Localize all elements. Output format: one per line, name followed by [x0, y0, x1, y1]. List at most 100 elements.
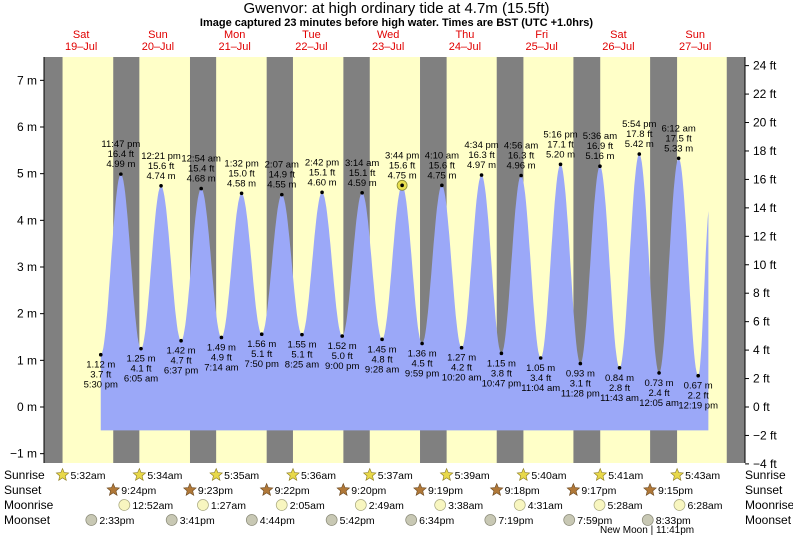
sunrise-icon	[132, 467, 147, 481]
low-tide-time: 6:37 pm	[164, 366, 198, 377]
low-tide-metres: 0.73 m	[645, 378, 674, 389]
sunrise-time: 5:39am	[455, 470, 490, 482]
moonrise-icon	[275, 499, 288, 511]
low-tide-feet: 4.8 ft	[372, 354, 393, 365]
sunrise-time: 5:32am	[70, 470, 105, 482]
left-tick-label: 5 m	[17, 167, 37, 181]
left-tick-label: 1 m	[17, 353, 37, 367]
right-tick-label: 12 ft	[753, 229, 777, 243]
moonrise-icon	[513, 499, 526, 511]
low-tide-point	[340, 334, 345, 338]
high-tide-metres: 5.16 m	[585, 151, 614, 162]
high-tide-time: 11:47 pm	[101, 139, 140, 150]
moonrise-icon	[118, 499, 131, 511]
sunset-time: 9:24pm	[121, 485, 156, 497]
high-tide-metres: 4.55 m	[267, 180, 296, 191]
high-tide-feet: 15.6 ft	[389, 160, 416, 171]
chart-title: Gwenvor: at high ordinary tide at 4.7m (…	[243, 0, 550, 17]
low-tide-metres: 1.36 m	[408, 349, 437, 360]
left-tick-label: 3 m	[17, 260, 37, 274]
low-tide-feet: 5.1 ft	[291, 350, 312, 361]
high-tide-metres: 4.58 m	[227, 178, 256, 189]
day-name: Fri	[535, 29, 548, 41]
legend-label-left: Moonrise	[4, 498, 54, 512]
low-tide-point	[578, 361, 583, 366]
low-tide-point	[696, 373, 700, 378]
high-tide-feet: 15.1 ft	[309, 167, 336, 178]
tide-area	[100, 154, 709, 431]
right-tick-label: 0 ft	[753, 400, 770, 414]
moonset-time: 4:44pm	[260, 515, 295, 527]
day-date: 19–Jul	[65, 41, 97, 53]
moonrise-icon	[593, 499, 606, 511]
low-tide-point	[617, 366, 622, 370]
sunrise-icon	[209, 467, 224, 481]
sunrise-time: 5:35am	[224, 470, 259, 482]
high-tide-point	[400, 183, 404, 188]
high-tide-metres: 4.74 m	[147, 171, 176, 182]
moonrise-time: 4:31am	[528, 500, 563, 512]
high-tide-metres: 5.42 m	[625, 139, 654, 150]
low-tide-feet: 3.7 ft	[90, 370, 111, 381]
low-tide-point	[219, 335, 224, 340]
high-tide-metres: 4.75 m	[427, 170, 456, 181]
low-tide-metres: 1.56 m	[247, 339, 276, 350]
legend-label-right: Sunrise	[745, 468, 786, 482]
day-date: 25–Jul	[525, 41, 557, 53]
low-tide-time: 9:00 pm	[325, 361, 359, 372]
low-tide-time: 10:20 am	[442, 373, 482, 384]
low-tide-metres: 0.93 m	[566, 369, 595, 380]
low-tide-feet: 4.9 ft	[211, 352, 232, 363]
low-tide-feet: 2.2 ft	[688, 391, 709, 402]
sunset-time: 9:23pm	[198, 485, 233, 497]
right-tick-label: 18 ft	[753, 144, 777, 158]
high-tide-metres: 4.97 m	[467, 160, 496, 171]
right-tick-label: 24 ft	[753, 59, 777, 73]
low-tide-feet: 5.0 ft	[332, 351, 353, 362]
right-tick-label: −4 ft	[753, 457, 777, 471]
legend-label-right: Moonrise	[745, 498, 793, 512]
low-tide-point	[139, 346, 143, 351]
high-tide-point	[440, 183, 444, 188]
high-tide-feet: 16.3 ft	[468, 150, 495, 161]
low-tide-metres: 0.67 m	[684, 381, 713, 392]
moonrise-time: 6:28am	[687, 500, 722, 512]
legend-label-left: Sunset	[4, 483, 42, 497]
low-tide-time: 5:30 pm	[84, 380, 118, 391]
high-tide-time: 3:14 am	[345, 158, 379, 169]
moonset-time: 7:59pm	[577, 515, 612, 527]
sunset-icon	[643, 482, 657, 496]
moonset-time: 8:33pm	[656, 515, 691, 527]
sunrise-icon	[670, 467, 685, 481]
moonrise-time: 2:49am	[369, 500, 404, 512]
high-tide-metres: 4.68 m	[187, 174, 216, 185]
moonrise-icon	[197, 499, 209, 511]
moonset-time: 5:42pm	[340, 515, 375, 527]
low-tide-point	[380, 337, 384, 342]
low-tide-time: 11:28 pm	[561, 389, 600, 400]
day-date: 26–Jul	[602, 41, 634, 53]
sunset-icon	[566, 482, 581, 496]
right-tick-label: 20 ft	[753, 116, 777, 130]
high-tide-time: 6:12 am	[661, 123, 695, 134]
high-tide-feet: 15.6 ft	[429, 160, 456, 171]
high-tide-point	[637, 152, 642, 156]
right-tick-label: 10 ft	[753, 258, 777, 272]
low-tide-point	[499, 351, 504, 356]
sunrise-icon	[286, 467, 300, 481]
high-tide-metres: 5.20 m	[546, 149, 575, 160]
moonset-time: 3:41pm	[180, 515, 215, 527]
low-tide-point	[98, 352, 103, 357]
low-tide-feet: 4.5 ft	[412, 359, 433, 370]
high-tide-time: 5:54 pm	[622, 119, 656, 130]
high-tide-feet: 15.0 ft	[228, 168, 255, 179]
high-tide-feet: 17.8 ft	[626, 129, 653, 140]
day-name: Sun	[685, 29, 705, 41]
sunset-time: 9:19pm	[428, 485, 463, 497]
sunset-icon	[336, 482, 351, 496]
low-tide-point	[657, 371, 661, 375]
chart-subtitle: Image captured 23 minutes before high wa…	[199, 17, 594, 29]
low-tide-feet: 4.7 ft	[171, 356, 192, 367]
moonset-icon	[484, 514, 497, 526]
low-tide-metres: 0.84 m	[605, 373, 634, 384]
